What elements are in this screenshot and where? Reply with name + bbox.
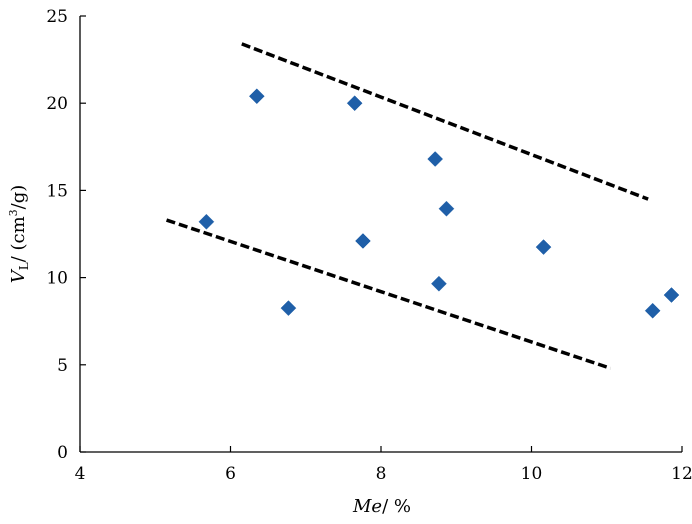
x-tick-label: 10 bbox=[521, 464, 543, 484]
y-tick-label: 25 bbox=[46, 7, 68, 27]
y-tick-label: 15 bbox=[46, 181, 68, 201]
data-point-diamond bbox=[198, 213, 215, 230]
y-axis-title: VL/ (cm3/g) bbox=[7, 185, 31, 284]
trend-lines bbox=[165, 42, 649, 370]
x-tick-label: 12 bbox=[671, 464, 692, 484]
data-point-diamond bbox=[663, 287, 680, 303]
data-point-diamond bbox=[431, 275, 447, 292]
y-tick-label: 5 bbox=[57, 356, 68, 376]
axes bbox=[79, 15, 683, 453]
dashed-trend-line bbox=[165, 218, 612, 370]
x-tick-label: 8 bbox=[376, 464, 387, 484]
x-axis-title: Me/ % bbox=[352, 496, 411, 517]
data-point-diamond bbox=[346, 95, 363, 112]
x-tick-label: 4 bbox=[75, 464, 86, 484]
data-point-diamond bbox=[355, 233, 371, 249]
data-point-diamond bbox=[535, 239, 552, 255]
data-point-diamond bbox=[644, 302, 661, 319]
x-tick-label: 6 bbox=[225, 464, 236, 484]
data-points bbox=[198, 88, 680, 319]
tick-labels: 0 5 10 15 20 25 4 6 8 10 12 bbox=[46, 7, 692, 484]
data-point-diamond bbox=[438, 200, 455, 217]
dashed-trend-line bbox=[241, 42, 649, 201]
data-point-diamond bbox=[248, 88, 265, 105]
y-tick-label: 20 bbox=[46, 94, 68, 114]
data-point-diamond bbox=[427, 151, 444, 167]
y-tick-label: 10 bbox=[46, 269, 68, 289]
y-tick-label: 0 bbox=[57, 443, 68, 463]
data-point-diamond bbox=[280, 300, 297, 316]
